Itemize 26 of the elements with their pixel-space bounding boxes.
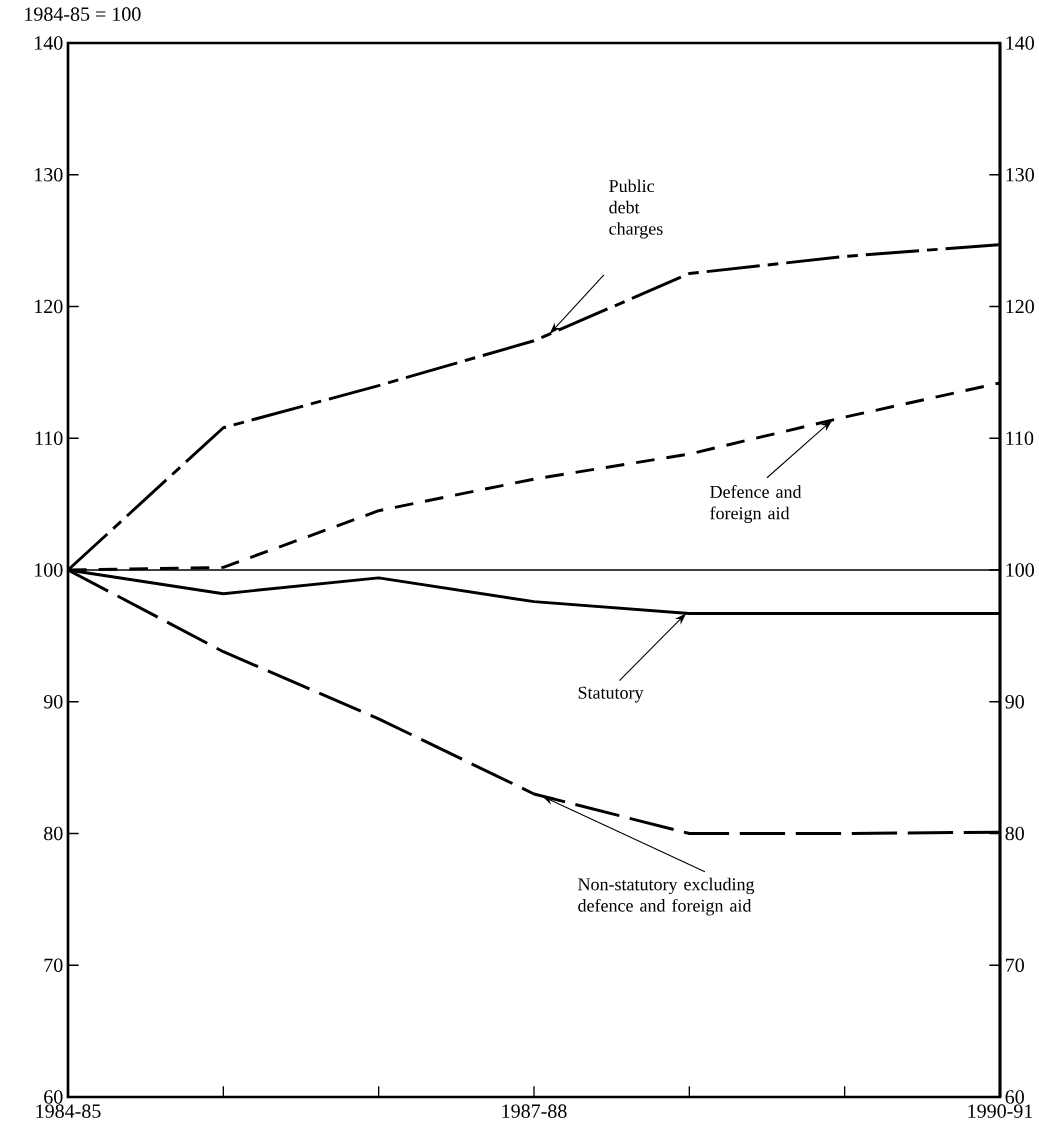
series-label: Defence and foreign aid (710, 485, 802, 524)
y-tick-label: 100 (34, 563, 63, 577)
y-tick-label: 60 (44, 1090, 63, 1104)
y2-tick-label: 130 (1006, 168, 1034, 182)
x-tick-label: 1990-91 (968, 1104, 1033, 1118)
chart-subtitle: 1984-85 = 100 (25, 7, 141, 21)
y-tick-label: 110 (35, 431, 63, 445)
x-tick-label: 1984-85 (36, 1104, 101, 1118)
y-tick-label: 70 (44, 958, 63, 972)
y2-tick-label: 60 (1005, 1090, 1024, 1104)
y2-tick-label: 90 (1005, 695, 1024, 709)
y-tick-label: 120 (34, 299, 63, 314)
text: Statutory (578, 686, 644, 703)
y2-tick-label: 100 (1006, 563, 1034, 577)
y-tick-label: 130 (34, 168, 63, 182)
y-tick-label: 90 (43, 695, 63, 709)
text: Non-statutory excluding defence and foreign aid (578, 877, 755, 916)
y2-tick-label: 110 (1006, 431, 1034, 445)
text: Public debt charges (609, 179, 663, 239)
y-tick-label: 140 (34, 36, 63, 50)
y2-tick-label: 140 (1006, 36, 1034, 50)
y2-tick-label: 70 (1005, 958, 1024, 972)
y2-tick-label: 120 (1006, 299, 1034, 314)
y2-tick-label: 80 (1005, 826, 1024, 841)
y-tick-label: 80 (43, 826, 63, 841)
x-tick-label: 1987-88 (502, 1104, 567, 1118)
